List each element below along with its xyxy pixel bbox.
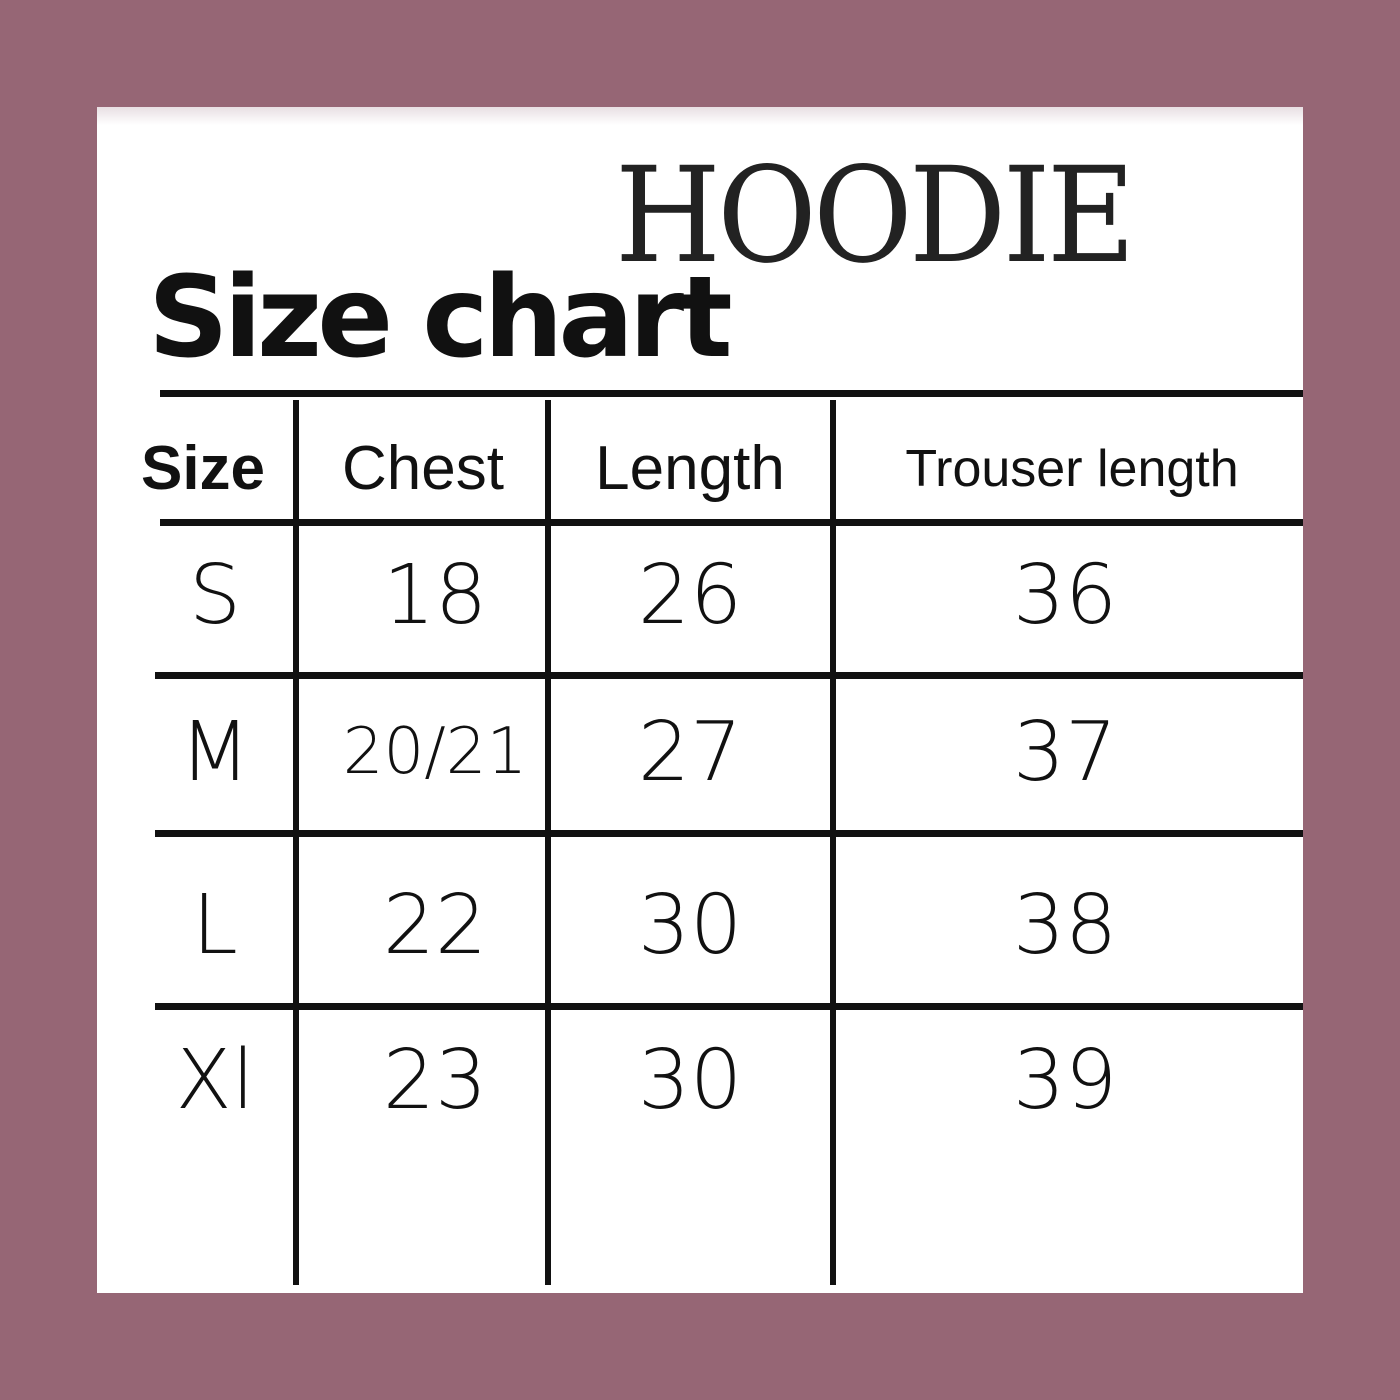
header-size: Size [140, 434, 266, 503]
cell-size: M [179, 705, 251, 800]
column-divider [545, 400, 551, 1285]
table-rule [155, 1003, 1303, 1010]
cell-length: 27 [637, 705, 743, 800]
header-trouser-length: Trouser length [905, 440, 1239, 498]
cell-length: 26 [637, 548, 743, 643]
cell-trouser-length: 36 [1012, 548, 1118, 643]
cell-length: 30 [637, 878, 743, 973]
header-chest: Chest [342, 434, 504, 503]
cell-chest: 22 [382, 878, 488, 973]
cell-trouser-length: 38 [1012, 878, 1118, 973]
cell-trouser-length: 37 [1012, 705, 1118, 800]
cell-size: Xl [175, 1033, 255, 1128]
table-rule [160, 390, 1303, 397]
column-divider [293, 400, 299, 1285]
cell-size: S [188, 548, 242, 643]
column-divider [830, 400, 836, 1285]
chart-heading: Size chart [148, 253, 733, 383]
cell-chest: 20/21 [342, 715, 528, 789]
product-title: HOODIE [615, 139, 1136, 293]
header-length: Length [595, 434, 785, 503]
cell-length: 30 [637, 1033, 743, 1128]
cell-chest: 23 [382, 1033, 488, 1128]
card-edge [97, 107, 1303, 125]
cell-trouser-length: 39 [1012, 1033, 1118, 1128]
table-rule [155, 672, 1303, 679]
cell-chest: 18 [382, 548, 488, 643]
table-rule [155, 830, 1303, 837]
cell-size: L [192, 878, 238, 973]
table-rule [160, 519, 1303, 526]
